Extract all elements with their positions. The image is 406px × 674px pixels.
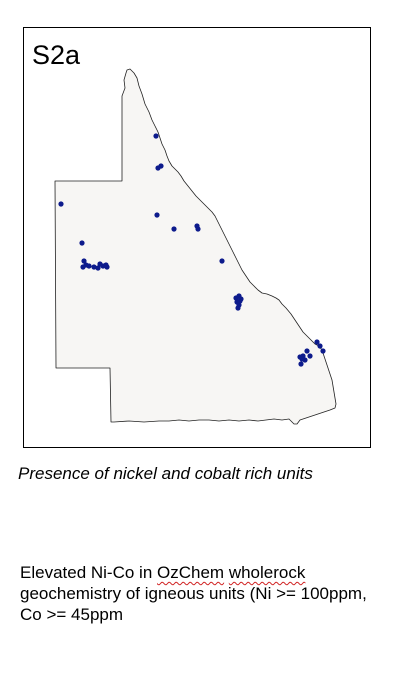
nickel-cobalt-occurrence-point: [97, 261, 103, 267]
nickel-cobalt-occurrence-point: [320, 348, 326, 354]
nickel-cobalt-occurrence-point: [155, 165, 161, 171]
description-prefix: Elevated Ni-Co in: [20, 563, 158, 582]
nickel-cobalt-occurrence-point: [298, 361, 304, 367]
panel-label: S2a: [32, 40, 81, 70]
nickel-cobalt-occurrence-point: [317, 343, 323, 349]
map-caption: Presence of nickel and cobalt rich units: [18, 464, 313, 483]
nickel-cobalt-occurrence-point: [304, 348, 310, 354]
nickel-cobalt-occurrence-point: [80, 264, 86, 270]
nickel-cobalt-occurrence-point: [103, 262, 109, 268]
nickel-cobalt-occurrence-point: [91, 264, 97, 270]
nickel-cobalt-occurrence-point: [153, 133, 159, 139]
nickel-cobalt-occurrence-point: [81, 258, 87, 264]
spellcheck-word-ozchem: OzChem: [157, 563, 225, 582]
nickel-cobalt-occurrence-point: [219, 258, 225, 264]
nickel-cobalt-occurrence-point: [314, 339, 320, 345]
nickel-cobalt-occurrence-point: [154, 212, 160, 218]
nickel-cobalt-occurrence-point: [195, 226, 201, 232]
map-frame: S2a: [23, 27, 371, 448]
nickel-cobalt-occurrence-point: [238, 296, 244, 302]
nickel-cobalt-occurrence-point: [95, 265, 101, 271]
nickel-cobalt-occurrence-point: [307, 353, 313, 359]
nickel-cobalt-occurrence-point: [58, 201, 64, 207]
map-description: Elevated Ni-Co in OzChem wholerock geoch…: [20, 562, 380, 625]
nickel-cobalt-occurrence-point: [86, 263, 92, 269]
spellcheck-word-wholerock: wholerock: [228, 563, 306, 582]
description-suffix: geochemistry of igneous units (Ni >= 100…: [20, 584, 367, 624]
state-outline: [54, 68, 337, 425]
nickel-cobalt-occurrence-point: [171, 226, 177, 232]
queensland-map: [54, 68, 337, 425]
nickel-cobalt-occurrence-point: [79, 240, 85, 246]
nickel-cobalt-occurrence-point: [235, 305, 241, 311]
nickel-cobalt-occurrence-point: [299, 356, 305, 362]
